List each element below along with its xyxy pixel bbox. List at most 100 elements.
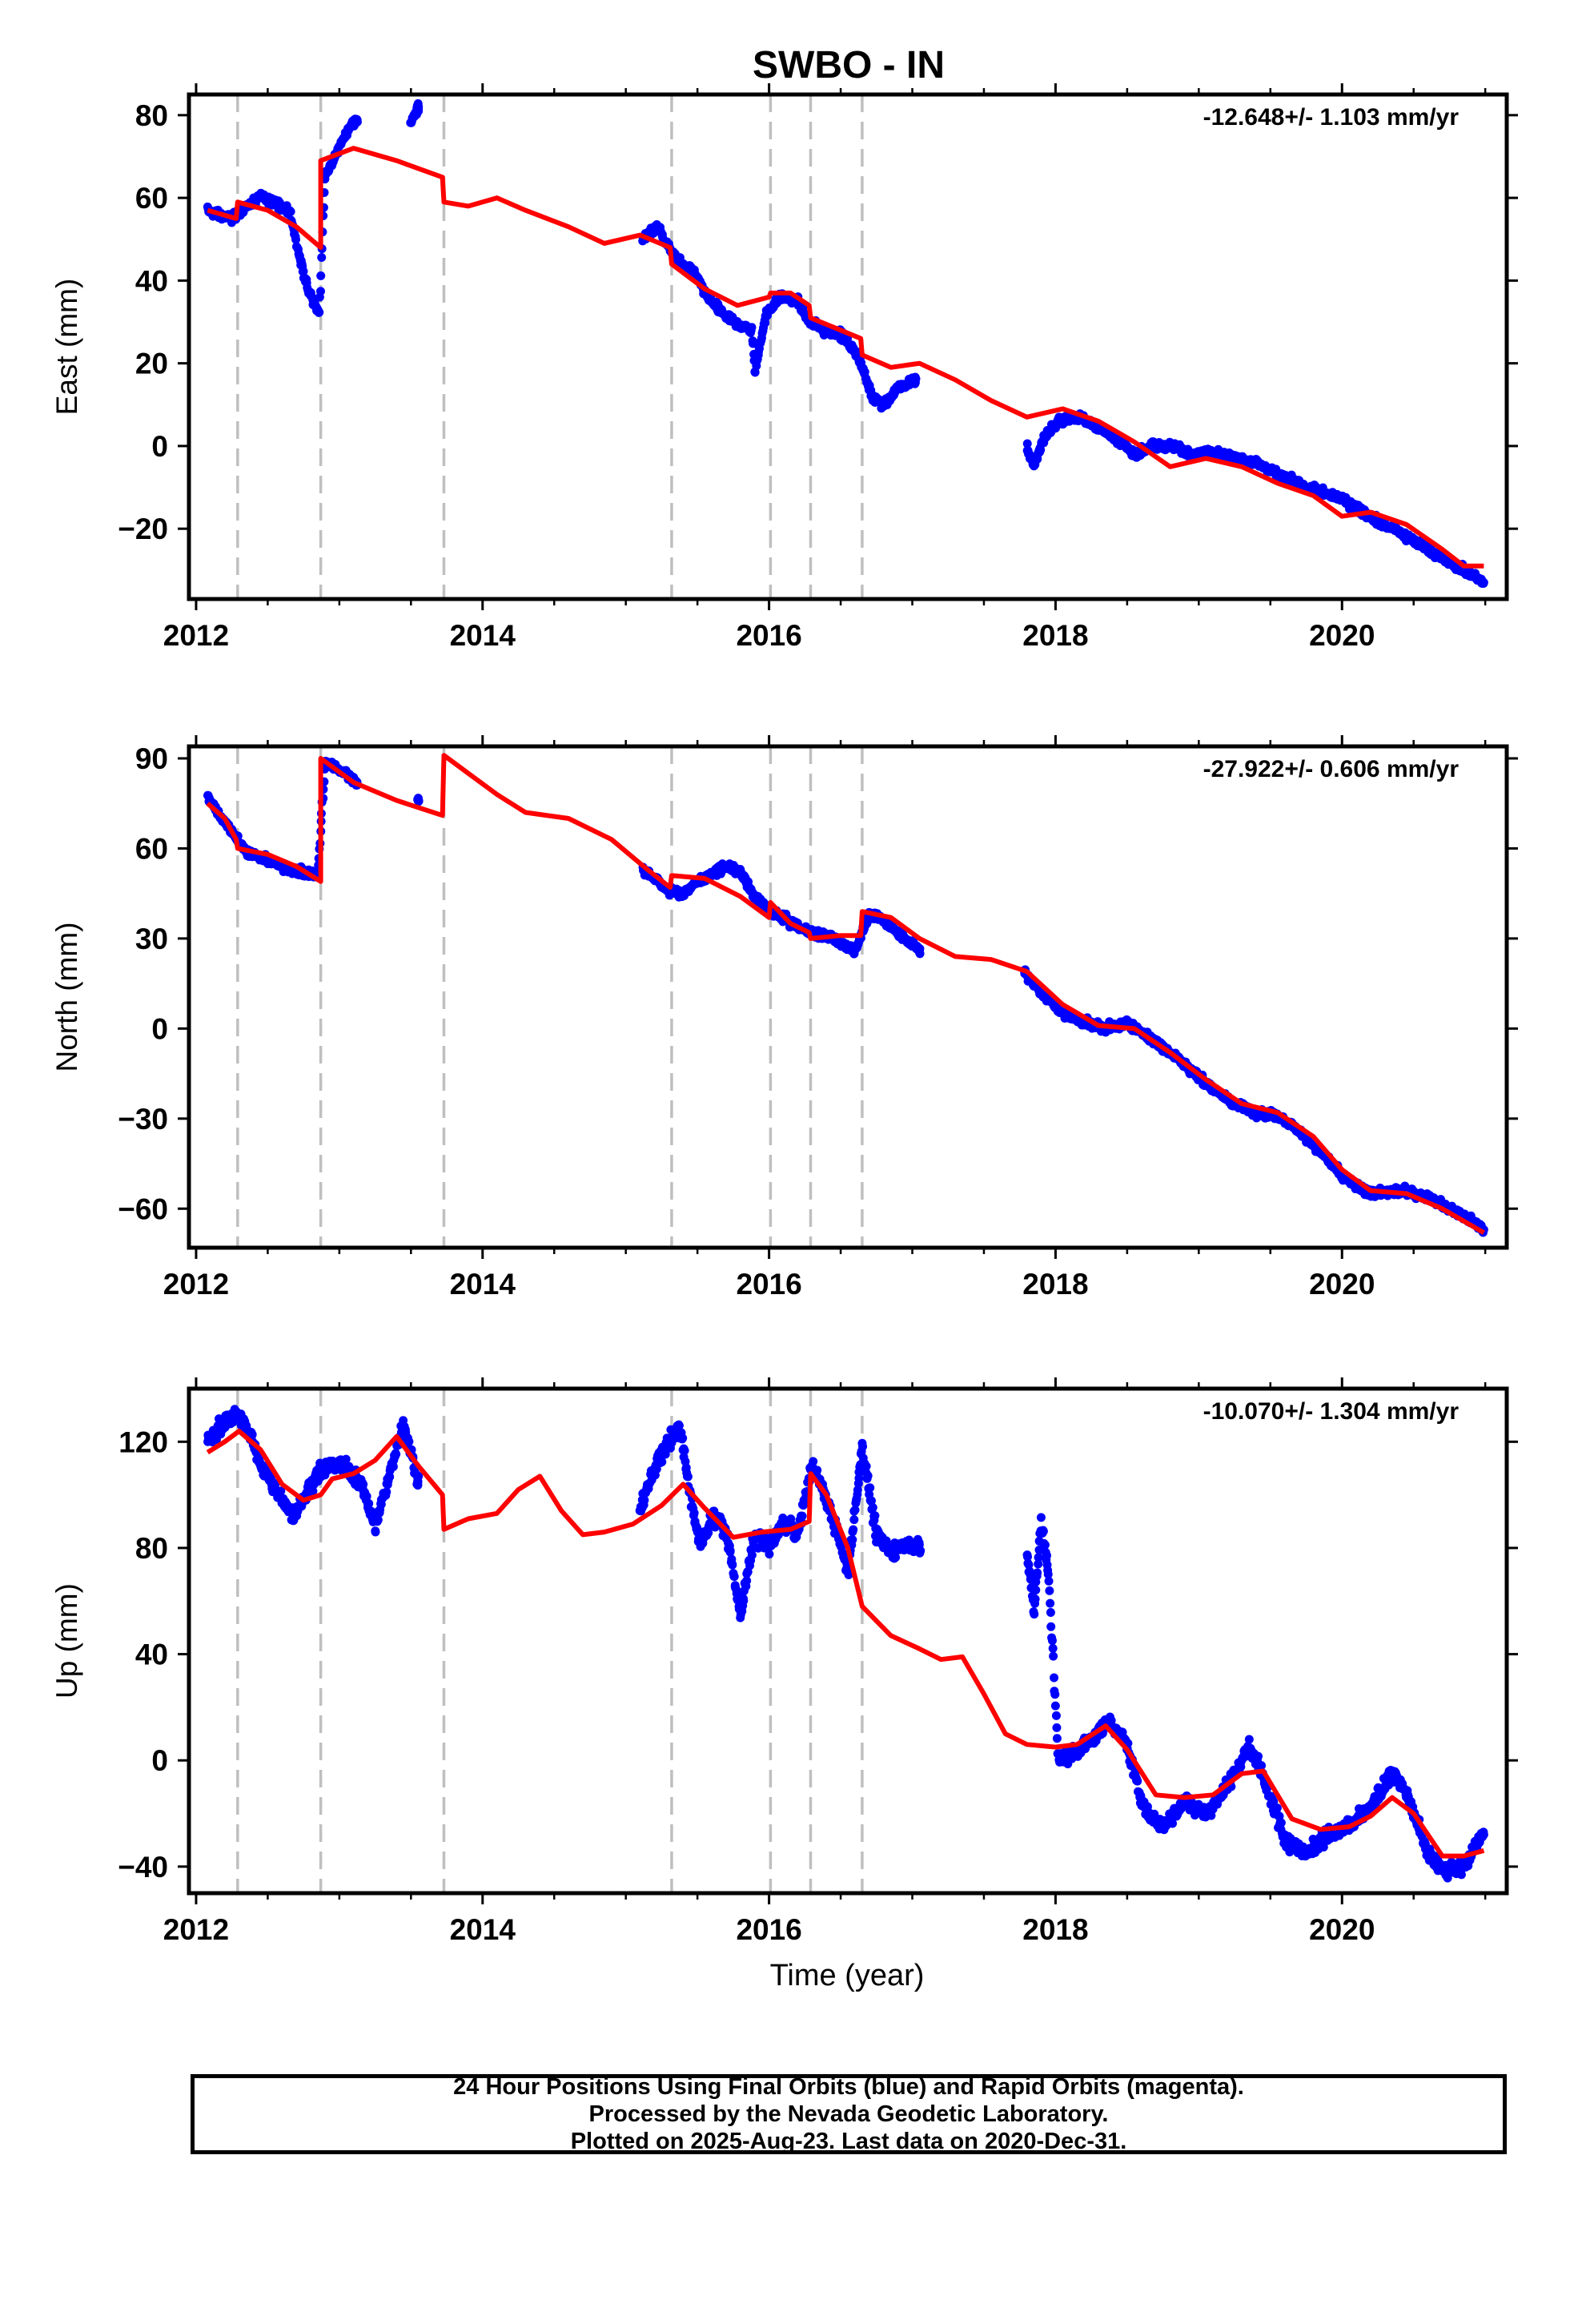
up-data-point (364, 1498, 374, 1508)
east-data-point (747, 323, 757, 332)
north-x-tick-label: 2016 (736, 1268, 801, 1301)
up-data-point (854, 1474, 864, 1483)
up-data-point (680, 1445, 689, 1455)
north-data-point (414, 794, 424, 804)
up-data-point (1036, 1513, 1046, 1522)
up-data-point (704, 1528, 713, 1538)
east-y-tick-label: 20 (135, 348, 168, 380)
up-data-point (865, 1483, 875, 1493)
east-x-tick-label: 2020 (1309, 619, 1375, 652)
north-x-tick-label: 2018 (1022, 1268, 1088, 1301)
east-data-point (299, 267, 308, 276)
north-x-tick-label: 2012 (163, 1268, 229, 1301)
north-y-tick-label: 0 (151, 1012, 168, 1045)
north-y-tick-label: 90 (135, 742, 168, 775)
up-data-point (1272, 1803, 1282, 1813)
north-y-axis-label: North (mm) (50, 922, 83, 1072)
up-data-point (850, 1505, 860, 1514)
up-data-point (1254, 1751, 1263, 1761)
north-x-tick-label: 2014 (450, 1268, 516, 1301)
east-data-point (1022, 439, 1032, 448)
up-data-point (341, 1454, 351, 1464)
east-data-point (911, 374, 921, 384)
up-data-point (1024, 1560, 1034, 1570)
up-data-point (870, 1511, 880, 1521)
up-data-point (1047, 1636, 1057, 1646)
up-data-point (678, 1433, 688, 1443)
north-y-tick-label: 30 (135, 923, 168, 955)
up-data-point (385, 1472, 395, 1482)
up-data-point (414, 1472, 424, 1482)
up-data-point (728, 1560, 737, 1570)
up-data-point (359, 1480, 368, 1490)
north-data-point (914, 946, 924, 955)
up-data-point (1043, 1570, 1053, 1579)
up-data-point (742, 1576, 752, 1586)
up-data-point (683, 1472, 693, 1482)
north-y-tick-label: 60 (135, 832, 168, 865)
up-data-point (1030, 1594, 1040, 1604)
up-data-point (1046, 1622, 1056, 1631)
up-data-point (371, 1527, 380, 1537)
up-data-point (858, 1441, 868, 1451)
east-y-tick-label: 80 (135, 99, 168, 132)
up-data-point (1106, 1715, 1116, 1725)
up-data-point (1046, 1598, 1055, 1608)
up-data-point (809, 1457, 818, 1466)
up-data-point (1038, 1526, 1048, 1536)
up-data-point (765, 1550, 774, 1559)
up-data-point (1257, 1761, 1267, 1771)
up-data-point (1044, 1576, 1054, 1586)
up-data-point (739, 1596, 749, 1606)
north-x-tick-label: 2020 (1309, 1268, 1375, 1301)
east-x-tick-label: 2014 (450, 619, 516, 652)
up-data-point (1319, 1843, 1328, 1852)
east-y-tick-label: 0 (151, 430, 168, 463)
up-data-point (1034, 1559, 1043, 1569)
up-data-point (1052, 1734, 1062, 1743)
east-y-tick-label: 40 (135, 264, 168, 297)
east-data-point (286, 207, 295, 216)
east-data-point (291, 235, 301, 244)
up-data-point (1050, 1690, 1060, 1699)
up-data-point (1033, 1568, 1042, 1578)
north-y-tick-label: −30 (118, 1103, 168, 1136)
east-data-point (414, 102, 424, 111)
up-data-point (913, 1545, 923, 1554)
up-data-point (373, 1515, 383, 1525)
up-data-point (1050, 1673, 1059, 1683)
up-data-point (1030, 1610, 1039, 1619)
up-data-point (1168, 1819, 1178, 1828)
east-data-point (351, 115, 361, 125)
up-data-point (1040, 1540, 1050, 1550)
east-data-point (315, 287, 325, 296)
up-data-point (747, 1550, 757, 1560)
up-data-point (1276, 1818, 1286, 1827)
up-data-point (1052, 1723, 1062, 1732)
north-y-tick-label: −60 (118, 1192, 168, 1225)
up-data-point (674, 1421, 684, 1430)
east-data-point (315, 308, 324, 317)
up-data-point (797, 1511, 807, 1521)
up-data-point (1042, 1550, 1052, 1560)
east-data-point (317, 253, 327, 263)
up-data-point (1049, 1651, 1058, 1661)
up-data-point (849, 1525, 858, 1534)
east-y-tick-label: 60 (135, 182, 168, 215)
up-data-point (382, 1487, 391, 1497)
up-data-point (868, 1503, 877, 1513)
up-data-point (247, 1429, 257, 1439)
north-rate-label: -27.922+/- 0.606 mm/yr (1203, 756, 1460, 782)
east-x-tick-label: 2016 (736, 619, 801, 652)
up-data-point (1051, 1711, 1061, 1720)
up-data-point (813, 1466, 822, 1475)
east-data-point (1479, 577, 1488, 587)
up-data-point (1022, 1552, 1032, 1562)
up-data-point (866, 1496, 876, 1506)
up-data-point (861, 1462, 871, 1471)
up-data-point (404, 1437, 414, 1446)
up-data-point (725, 1546, 735, 1555)
up-data-point (308, 1486, 318, 1496)
